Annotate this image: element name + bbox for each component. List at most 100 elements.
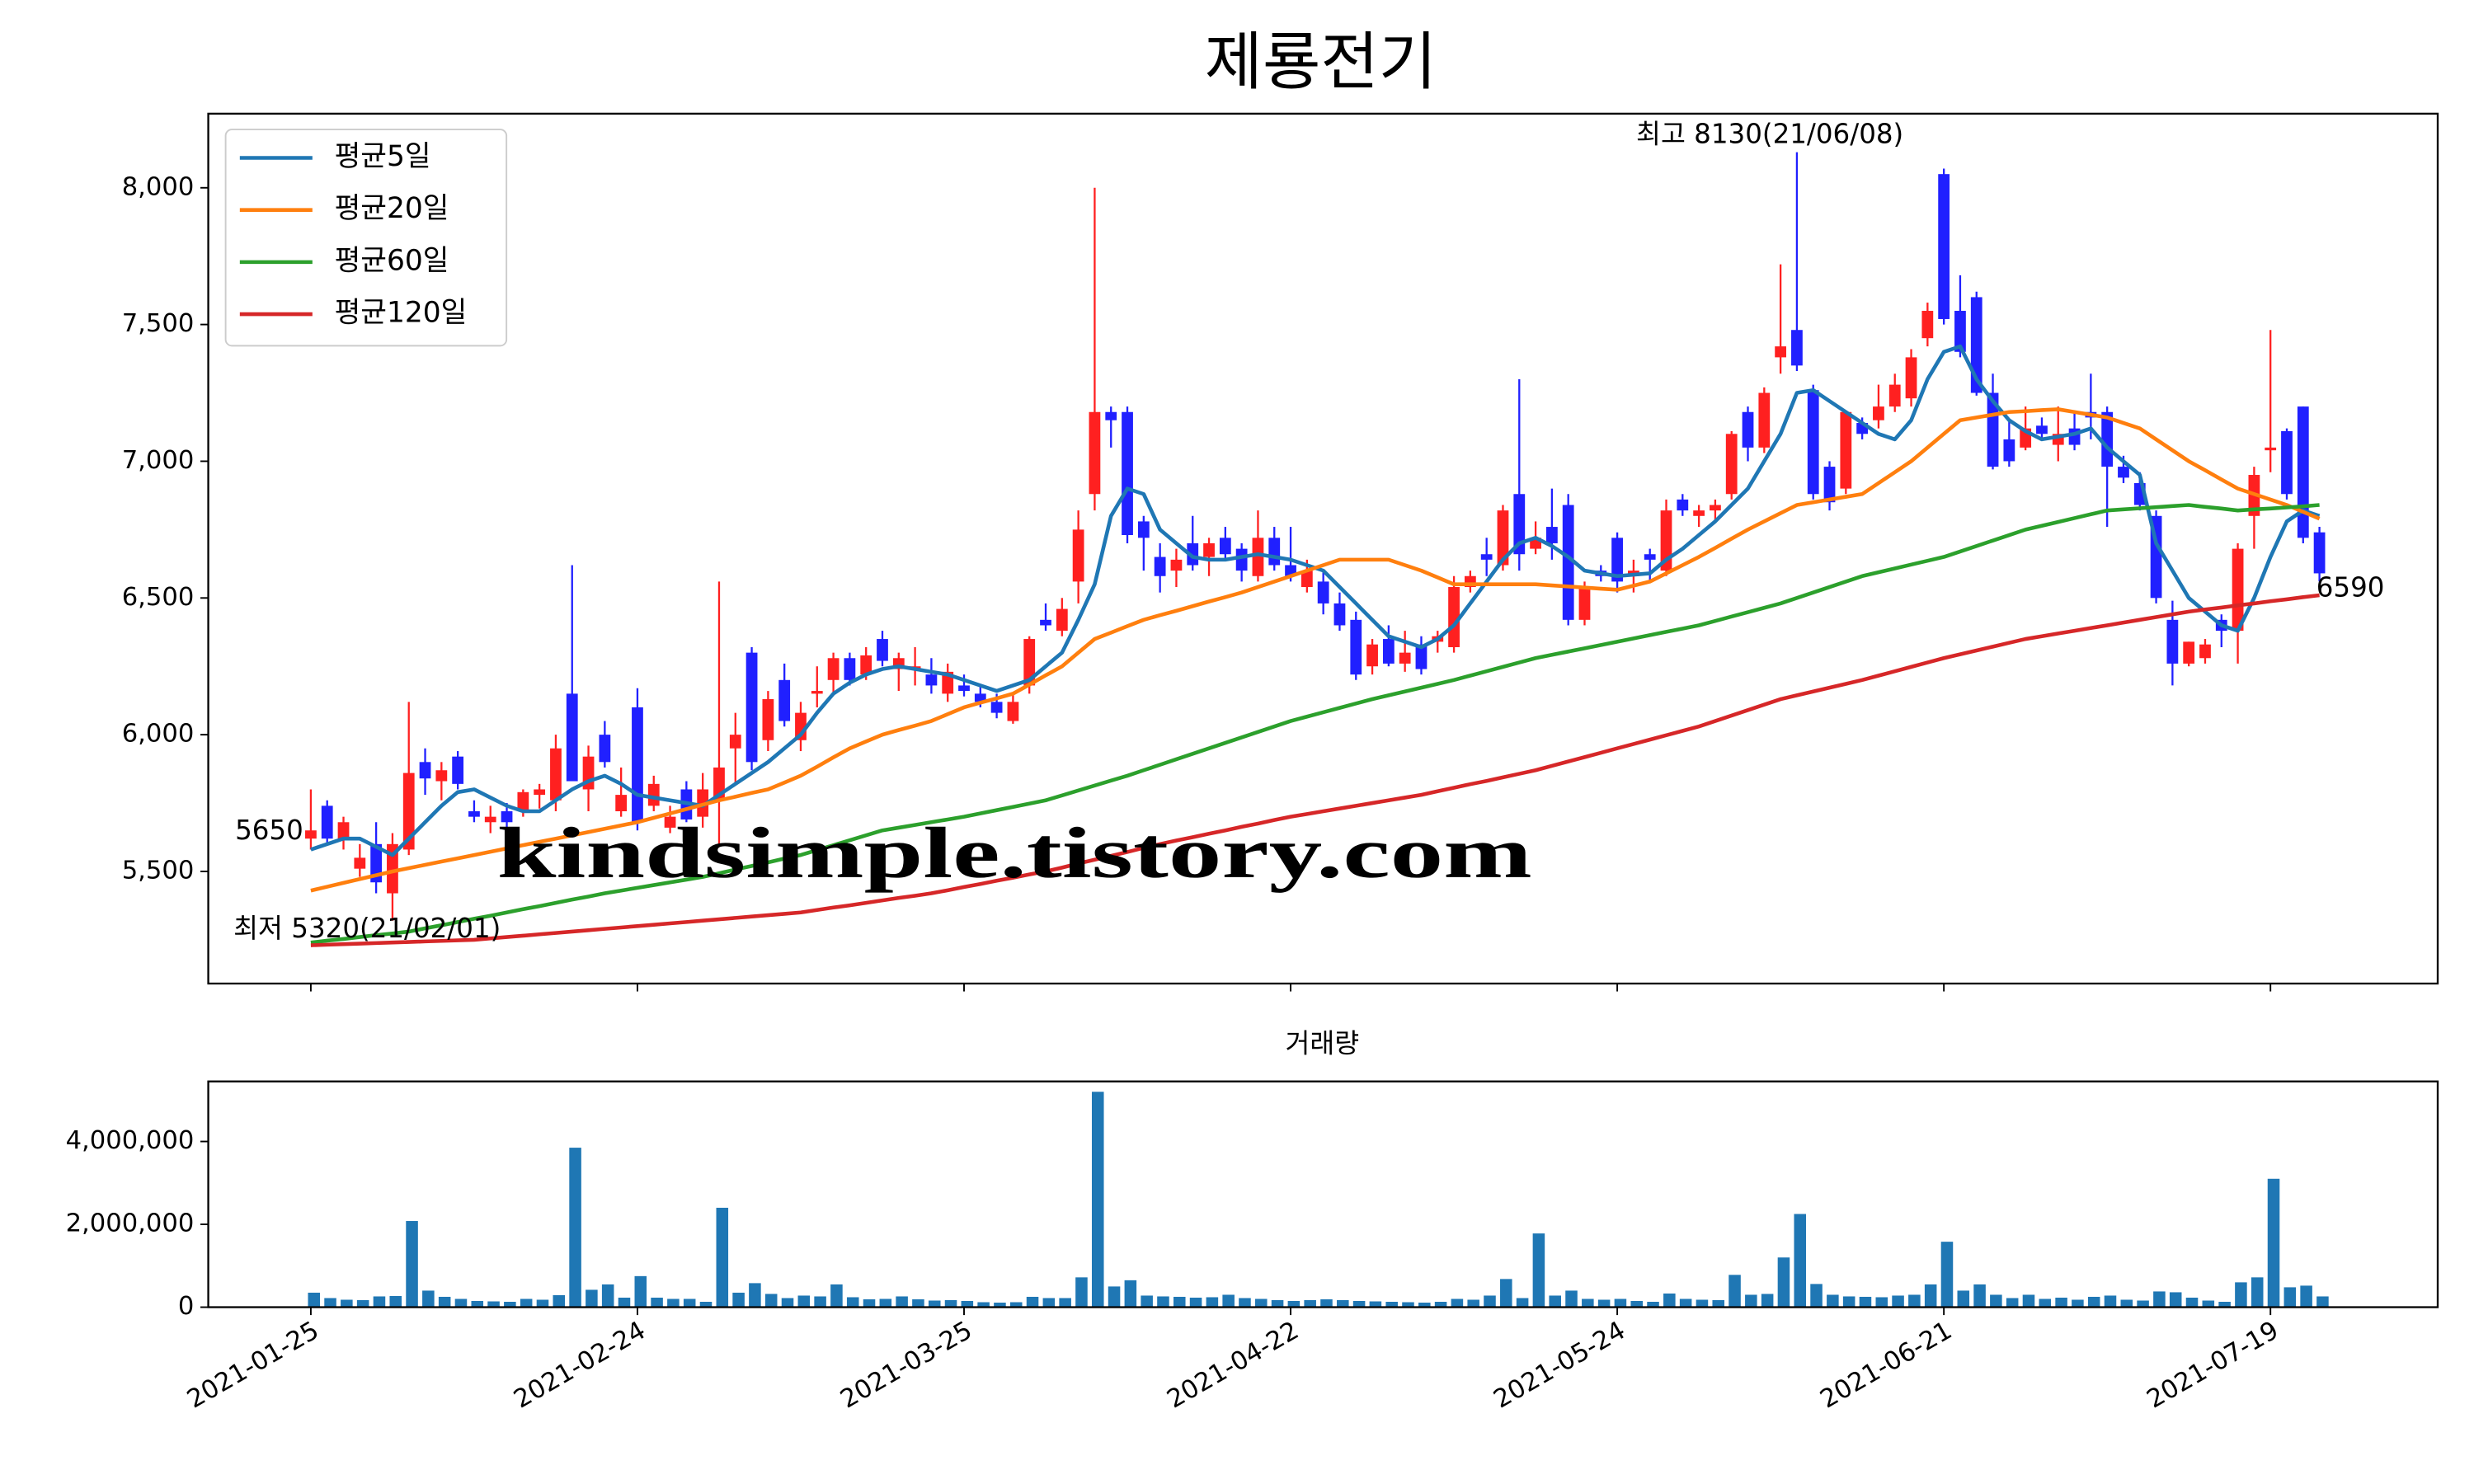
first-close-label: 5650	[235, 815, 303, 846]
candle-body	[1480, 554, 1493, 560]
volume-bar	[667, 1298, 680, 1308]
volume-bar	[1973, 1284, 1986, 1308]
candle-body	[1072, 529, 1084, 582]
candle-body	[990, 702, 1003, 713]
volume-bar	[2087, 1296, 2100, 1308]
candle-body	[402, 773, 415, 850]
candle-body	[1758, 392, 1771, 448]
volume-bar	[553, 1294, 566, 1308]
candle-body	[1938, 174, 1950, 319]
volume-bar	[1026, 1296, 1039, 1308]
volume-bar	[1287, 1300, 1300, 1308]
volume-bar	[569, 1148, 581, 1308]
y-tick-label: 2,000,000	[66, 1209, 195, 1238]
candle-body	[1056, 608, 1068, 632]
candle-body	[1317, 581, 1329, 603]
candle-body	[452, 756, 464, 784]
candle-body	[387, 843, 398, 894]
volume-bar	[1875, 1297, 1888, 1308]
candle-body	[1644, 554, 1656, 560]
volume-bar	[1761, 1294, 1774, 1308]
candle-body	[2232, 548, 2244, 632]
volume-bar	[1892, 1295, 1904, 1308]
candle-body	[2003, 439, 2015, 462]
candle-body	[1300, 571, 1313, 588]
volume-bar	[1549, 1295, 1561, 1308]
candle-body	[615, 795, 628, 812]
last-close-label: 6590	[2316, 572, 2385, 603]
volume-bar	[1467, 1299, 1479, 1308]
volume-bar	[1239, 1298, 1251, 1308]
volume-bar	[1108, 1286, 1121, 1308]
candle-body	[1888, 384, 1901, 407]
candle-body	[2101, 411, 2114, 467]
candle-body	[1677, 499, 1689, 511]
volume-bar	[2218, 1302, 2231, 1308]
volume-bar	[520, 1298, 533, 1308]
candle-body	[435, 770, 448, 782]
volume-bar	[1990, 1294, 2002, 1308]
volume-bar	[1500, 1279, 1512, 1308]
candle-body	[664, 816, 676, 828]
volume-bar	[1206, 1297, 1219, 1308]
volume-bar	[764, 1294, 778, 1308]
volume-bar	[2022, 1294, 2035, 1308]
volume-bar	[1712, 1299, 1725, 1308]
candle-body	[762, 699, 774, 740]
volume-bar	[1091, 1092, 1104, 1308]
volume-bar	[471, 1300, 484, 1308]
candle-body	[517, 791, 529, 812]
candle-body	[778, 679, 791, 721]
volume-bar	[1614, 1298, 1627, 1308]
volume-bar	[586, 1289, 598, 1308]
volume-bar	[2267, 1178, 2280, 1308]
volume-bar	[1516, 1298, 1529, 1308]
candle-body	[811, 691, 823, 694]
volume-bar	[2284, 1287, 2297, 1308]
candle-body	[1954, 311, 1966, 352]
candle-body	[2166, 619, 2179, 664]
candle-body	[1203, 542, 1215, 557]
volume-bar	[2137, 1300, 2149, 1308]
volume-bar	[1924, 1284, 1937, 1308]
candle-body	[1235, 548, 1248, 571]
legend-label: 평균5일	[335, 140, 431, 173]
candle-body	[844, 658, 856, 680]
volume-bar	[1434, 1302, 1447, 1308]
candle-body	[1122, 411, 1133, 536]
volume-bar	[1352, 1300, 1366, 1308]
volume-bar	[324, 1298, 336, 1308]
candle-body	[1775, 346, 1787, 358]
y-tick-label: 7,500	[122, 309, 195, 338]
volume-title: 거래량	[1285, 1028, 1359, 1059]
volume-bar	[1484, 1295, 1496, 1308]
candle-body	[2036, 425, 2048, 434]
volume-bar	[2072, 1299, 2084, 1308]
volume-bar	[601, 1284, 614, 1308]
volume-bar	[1337, 1299, 1349, 1308]
volume-bar	[1271, 1299, 1284, 1308]
volume-bar	[2235, 1282, 2247, 1308]
volume-bar	[487, 1301, 500, 1308]
legend-label: 평균60일	[335, 244, 449, 277]
volume-bar	[814, 1296, 826, 1308]
candle-body	[566, 693, 578, 782]
volume-bar	[944, 1299, 957, 1308]
volume-bar	[618, 1297, 631, 1308]
volume-bar	[1663, 1293, 1676, 1308]
volume-bar	[1842, 1296, 1856, 1308]
volume-bar	[1940, 1242, 1954, 1308]
candle-body	[2313, 532, 2326, 574]
candle-body	[632, 707, 643, 823]
candle-body	[1987, 392, 1999, 467]
volume-bar	[2153, 1291, 2166, 1308]
candle-body	[1089, 411, 1101, 495]
y-tick-label: 6,000	[122, 720, 195, 749]
candle-body	[484, 816, 496, 823]
candle-body	[1905, 357, 1917, 399]
volume-bar	[2039, 1298, 2052, 1308]
candle-body	[827, 658, 840, 680]
candle-body	[599, 735, 611, 763]
candle-body	[1807, 390, 1819, 495]
candle-body	[1840, 411, 1852, 489]
